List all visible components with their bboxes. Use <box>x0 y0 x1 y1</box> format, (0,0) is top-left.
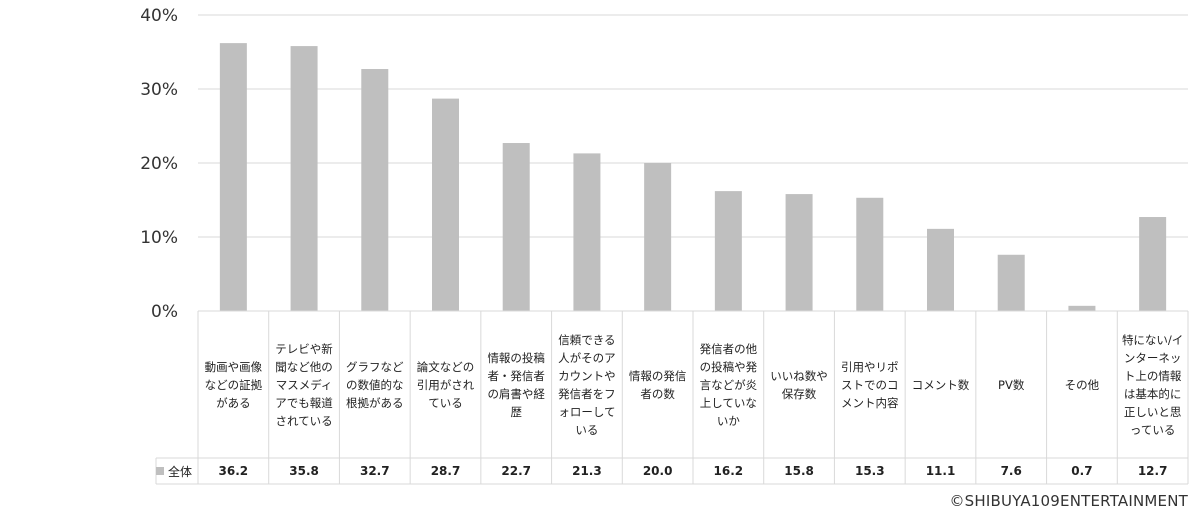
bar <box>361 69 389 312</box>
x-category-label: 論文などの引用がされている <box>416 359 475 410</box>
x-category-label: 情報の発信者の数 <box>628 368 687 401</box>
bar <box>1068 305 1096 311</box>
data-label: 15.8 <box>784 464 814 478</box>
legend-swatch <box>156 467 164 475</box>
x-category-label: PV数 <box>998 377 1025 392</box>
x-category-label: 発信者の他の投稿や発言などが炎上していないか <box>699 341 758 428</box>
bar <box>219 43 247 312</box>
x-category-label: グラフなどの数値的な根拠がある <box>346 359 404 410</box>
data-label: 7.6 <box>1000 464 1022 478</box>
data-label: 35.8 <box>289 464 319 478</box>
x-category-label: テレビや新聞など他のマスメディアでも報道されている <box>275 341 333 428</box>
x-category-label: いいね数や保存数 <box>770 368 828 401</box>
y-tick-label: 40% <box>140 6 178 26</box>
bar <box>573 153 601 311</box>
bar <box>927 228 954 311</box>
x-category-label: 信頼できる人がそのアカウントや発信者をフォローしている <box>558 332 616 437</box>
bar <box>1139 217 1167 311</box>
data-label: 11.1 <box>925 464 956 478</box>
x-category-label: 引用やリポストでのコメント内容 <box>841 359 899 410</box>
bar <box>714 191 742 311</box>
bar <box>290 46 318 311</box>
data-label: 12.7 <box>1137 464 1168 478</box>
data-label: 15.3 <box>854 464 885 478</box>
legend-series-name: 全体 <box>168 464 193 479</box>
data-label: 16.2 <box>713 464 744 478</box>
bar <box>502 143 530 311</box>
bar <box>856 197 884 311</box>
bar <box>785 194 813 311</box>
bar <box>432 98 459 312</box>
y-tick-label: 30% <box>140 80 178 100</box>
data-label: 0.7 <box>1071 464 1093 478</box>
data-label: 28.7 <box>430 464 461 478</box>
data-label: 32.7 <box>359 464 390 478</box>
y-tick-label: 20% <box>140 154 178 174</box>
bar <box>997 254 1025 311</box>
data-label: 22.7 <box>501 464 531 478</box>
data-label: 36.2 <box>218 464 249 478</box>
x-category-label: 情報の投稿者・発信者の肩書や経歴 <box>487 350 545 419</box>
copyright-text: ©SHIBUYA109ENTERTAINMENT <box>949 492 1188 510</box>
y-tick-label: 0% <box>151 302 178 322</box>
x-category-label: 特にない/インターネット上の情報は基本的に正しいと思っている <box>1121 332 1184 437</box>
data-label: 20.0 <box>642 464 673 478</box>
data-label: 21.3 <box>572 464 602 478</box>
bar <box>644 163 672 311</box>
data-table-legend: 全体 <box>156 458 192 484</box>
y-tick-label: 10% <box>140 228 178 248</box>
x-category-label: コメント数 <box>911 377 970 392</box>
x-category-label: 動画や画像などの証拠がある <box>204 359 263 410</box>
x-category-label: その他 <box>1064 377 1100 392</box>
